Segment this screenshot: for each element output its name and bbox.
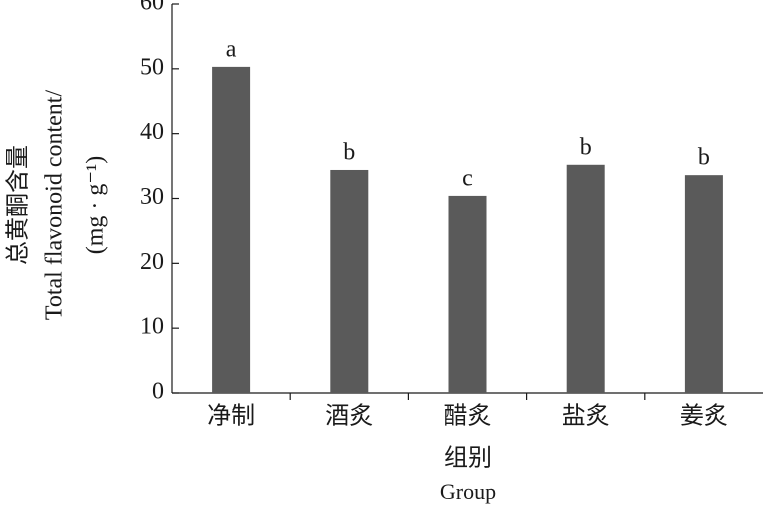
- y-title-en: Total flavonoid content/: [42, 90, 68, 321]
- y-axis-title: 总黄酮含量 Total flavonoid content/ (mg · g⁻¹…: [5, 90, 109, 321]
- significance-letter: c: [462, 165, 473, 191]
- y-title-unit: (mg · g⁻¹): [83, 156, 109, 255]
- bar: [684, 175, 723, 393]
- y-tick-label: 60: [140, 0, 164, 16]
- y-tick-label: 10: [140, 314, 164, 340]
- bar: [448, 195, 487, 393]
- x-title-zh: 组别: [444, 445, 492, 472]
- x-tick-label: 净制: [207, 403, 255, 430]
- y-tick-label: 20: [140, 249, 164, 275]
- x-tick-label: 盐炙: [562, 403, 610, 430]
- x-tick-label: 醋炙: [444, 403, 492, 430]
- significance-letter: b: [343, 139, 355, 165]
- x-title-en: Group: [440, 479, 496, 504]
- y-tick-label: 0: [152, 379, 164, 405]
- bar: [330, 169, 369, 393]
- bar: [566, 164, 605, 393]
- y-title-zh: 总黄酮含量: [5, 145, 32, 265]
- significance-letter: b: [580, 134, 592, 160]
- x-tick-label: 姜炙: [680, 403, 728, 430]
- significance-letter: b: [698, 145, 710, 171]
- bar: [212, 66, 251, 393]
- x-tick-label: 酒炙: [325, 403, 373, 430]
- y-tick-label: 30: [140, 184, 164, 210]
- y-tick-label: 40: [140, 119, 164, 145]
- y-tick-label: 50: [140, 54, 164, 80]
- significance-letter: a: [226, 36, 237, 62]
